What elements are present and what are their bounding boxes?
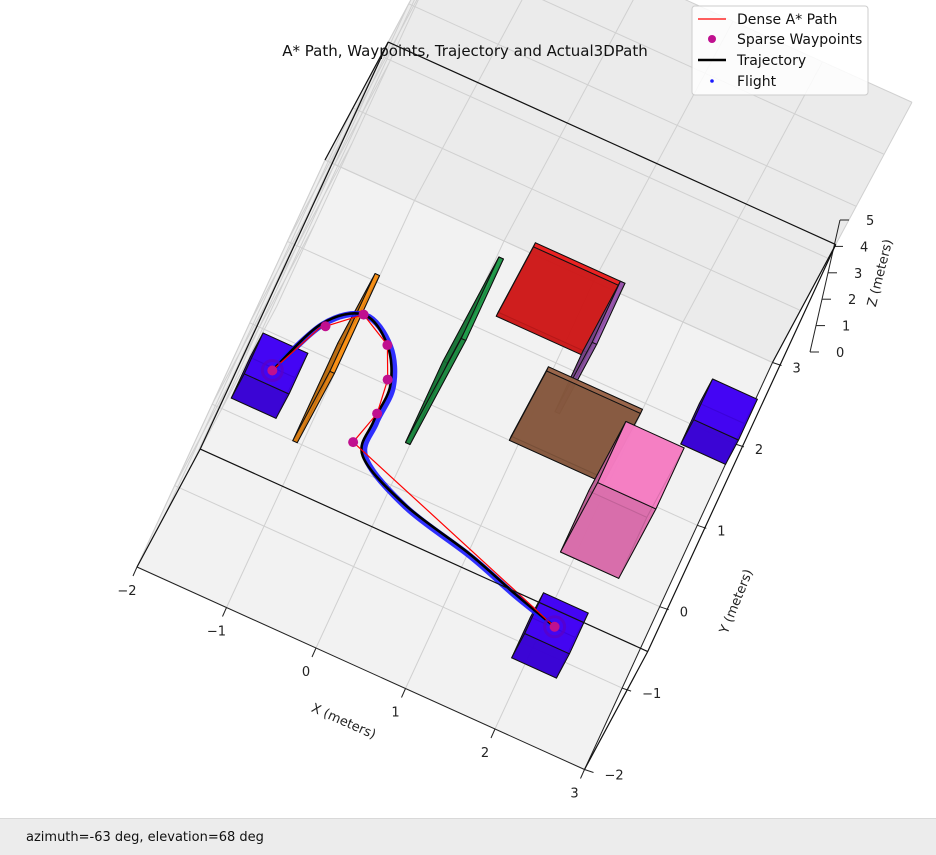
x-axis-line — [136, 566, 585, 770]
legend-swatch-flight — [710, 79, 714, 83]
obstacle-blue-box-top-right — [680, 378, 758, 465]
grid-line-x-wall — [682, 61, 823, 323]
goal-ring — [543, 615, 567, 639]
grid-line-y-wall — [249, 62, 390, 324]
waypoint-marker — [549, 621, 560, 632]
grid-line-z-wall-y — [352, 107, 801, 311]
legend-frame — [691, 5, 869, 96]
box-edge — [199, 448, 648, 653]
legend-label-flight: Flight — [737, 74, 777, 90]
x-tick-label: −2 — [117, 584, 136, 599]
y-tick-label: 2 — [755, 443, 763, 458]
y-tick-label: 3 — [793, 362, 801, 377]
y-tick-mark — [584, 769, 594, 773]
obstacle-face — [693, 378, 758, 441]
z-tick-label: 3 — [854, 267, 862, 282]
x-tick-mark — [222, 607, 227, 617]
y-tick-mark — [621, 687, 632, 692]
grid-line-z-wall-x — [136, 159, 326, 568]
status-text: azimuth=-63 deg, elevation=68 deg — [26, 830, 264, 845]
box-edge — [136, 448, 201, 568]
status-bar: azimuth=-63 deg, elevation=68 deg — [0, 818, 936, 855]
obstacle-pink-box — [560, 421, 685, 579]
grid-line-z-wall-x — [192, 55, 382, 464]
grid-line-z-wall-y — [380, 55, 829, 259]
z-tick-label: 4 — [860, 240, 868, 255]
y-tick-label: 1 — [717, 524, 725, 539]
obstacle-green-wall — [405, 256, 504, 445]
x-tick-label: 3 — [570, 787, 578, 802]
box-edge — [324, 41, 389, 161]
grid-line-x — [405, 281, 594, 689]
floor-pane — [137, 160, 773, 770]
grid-panels — [136, 0, 913, 770]
x-axis-label: X (meters) — [309, 701, 378, 743]
x-tick-label: 1 — [391, 706, 399, 721]
z-tick-label: 2 — [848, 293, 856, 308]
front-box-edges — [136, 41, 837, 770]
trajectory-line — [271, 312, 556, 628]
tick-labels: −2 −1 0 1 2 3 −2 −1 0 1 2 3 0 1 2 3 4 5 — [117, 214, 874, 802]
legend-label-trajectory: Trajectory — [736, 53, 806, 69]
z-axis-label: Z (meters) — [865, 238, 896, 309]
grid-line-z-wall-x — [276, 0, 419, 307]
grid-line-y-wall — [286, 0, 418, 242]
waypoint-marker — [382, 340, 393, 351]
box-edge — [771, 244, 837, 363]
z-tick-label: 0 — [836, 346, 844, 361]
box-edge — [647, 244, 837, 652]
grid-line-y — [287, 240, 736, 445]
waypoint-marker — [382, 374, 393, 385]
obstacle-face — [460, 256, 504, 341]
z-tick-label: 5 — [866, 214, 874, 229]
waypoint-marker — [372, 408, 383, 419]
grid-line-z-wall-x — [220, 3, 410, 412]
legend: Dense A* Path Sparse Waypoints Trajector… — [691, 5, 869, 96]
grid-line-y-wall — [211, 143, 353, 405]
grid-line-z-wall-x — [164, 107, 354, 516]
x-tick-mark — [311, 647, 317, 658]
y-tick-label: 0 — [680, 606, 688, 621]
z-tick-label: 1 — [842, 320, 850, 335]
waypoint-marker — [358, 309, 369, 320]
obstacles — [230, 242, 758, 679]
waypoint-marker — [267, 365, 278, 376]
x-tick-mark — [580, 769, 585, 779]
box-edge — [387, 41, 836, 246]
y-axis-label: Y (meters) — [717, 567, 757, 637]
x-tick-mark — [490, 728, 496, 739]
legend-label-sparse-waypoints: Sparse Waypoints — [737, 32, 862, 48]
y-tick-label: −1 — [642, 687, 661, 702]
x-tick-mark — [401, 688, 406, 698]
figure-canvas: −2 −1 0 1 2 3 −2 −1 0 1 2 3 0 1 2 3 4 5 A* Path, Waypoint… — [117, 0, 913, 802]
legend-label-dense-astar: Dense A* Path — [737, 12, 837, 28]
x-tick-label: 0 — [302, 665, 310, 680]
z-axis-line — [809, 219, 841, 353]
grid-line-x-wall — [414, 0, 523, 201]
box-edge — [583, 651, 649, 770]
grid-line-x-wall — [503, 0, 634, 242]
waypoint-marker — [348, 437, 359, 448]
x-tick-label: −1 — [207, 625, 226, 640]
obstacle-face — [591, 280, 626, 345]
grid-line-z-wall-y — [541, 0, 885, 155]
y-tick-label: −2 — [605, 769, 624, 784]
grid-line-y-wall — [174, 225, 315, 486]
grid-line-z-wall-x — [248, 0, 415, 360]
series — [260, 309, 567, 639]
grid-line-z-wall-y — [408, 3, 857, 207]
start-ring — [260, 358, 284, 382]
obstacle-face — [597, 421, 685, 510]
box-edge — [199, 41, 389, 450]
waypoint-marker — [320, 321, 331, 332]
obstacle-face — [546, 366, 643, 414]
obstacle-face — [329, 273, 380, 374]
x-tick-mark — [132, 566, 138, 577]
legend-swatch-sparse-waypoints — [708, 35, 716, 43]
grid-line-y — [211, 403, 660, 608]
grid-line-x — [226, 200, 415, 608]
chart-title: A* Path, Waypoints, Trajectory and Actua… — [282, 42, 647, 60]
x-tick-label: 2 — [481, 746, 489, 761]
